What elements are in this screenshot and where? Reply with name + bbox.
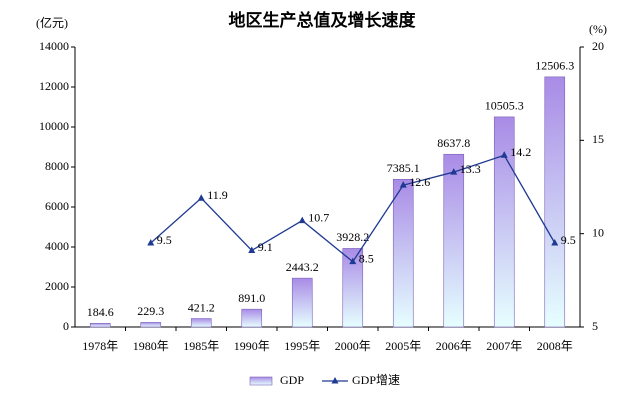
- bar: [291, 277, 313, 328]
- line-marker: [248, 246, 256, 253]
- chart-title: 地区生产总值及增长速度: [229, 10, 417, 30]
- x-tick-label: 1985年: [183, 339, 219, 353]
- line-marker: [399, 181, 407, 188]
- x-tick-label: 1995年: [284, 339, 320, 353]
- y-tick-label: 8000: [45, 159, 69, 173]
- bar-value-label: 184.6: [87, 305, 114, 319]
- line-value-label: 12.6: [409, 175, 430, 189]
- y-tick-label: 6000: [45, 199, 69, 213]
- legend-label: GDP增速: [352, 373, 400, 387]
- bar: [89, 323, 111, 328]
- x-tick-label: 2006年: [436, 339, 472, 353]
- bar: [392, 178, 414, 328]
- y2-tick-label: 15: [592, 132, 604, 146]
- bar-value-label: 2443.2: [286, 260, 319, 274]
- y-tick-label: 10000: [39, 119, 69, 133]
- y-tick-label: 4000: [45, 239, 69, 253]
- line-value-label: 13.3: [460, 162, 481, 176]
- legend-swatch: [249, 376, 273, 386]
- line-value-label: 9.5: [157, 233, 172, 247]
- y-tick-label: 14000: [39, 39, 69, 53]
- bar: [544, 76, 566, 328]
- bar-value-label: 229.3: [137, 304, 164, 318]
- line-marker: [349, 257, 357, 265]
- bar: [241, 308, 263, 328]
- bar-value-label: 12506.3: [535, 59, 574, 73]
- bar-value-label: 7385.1: [387, 161, 420, 175]
- legend-label: GDP: [280, 373, 304, 387]
- line-marker: [551, 239, 559, 246]
- x-tick-label: 2007年: [486, 339, 522, 353]
- line-marker: [197, 194, 205, 201]
- bar-value-label: 891.0: [238, 291, 265, 305]
- bar: [443, 153, 465, 328]
- bar-value-label: 3928.2: [336, 230, 369, 244]
- y-tick-label: 0: [63, 319, 69, 333]
- bar-value-label: 10505.3: [485, 99, 524, 113]
- line-marker: [450, 168, 458, 175]
- x-tick-label: 1980年: [133, 339, 169, 353]
- bar: [190, 318, 212, 328]
- y-tick-label: 12000: [39, 79, 69, 93]
- line-marker: [500, 151, 508, 158]
- line-value-label: 8.5: [359, 251, 374, 265]
- bar-value-label: 8637.8: [437, 136, 470, 150]
- x-tick-label: 1978年: [82, 339, 118, 353]
- line-marker: [298, 216, 306, 224]
- y2-axis-label: (%): [589, 22, 607, 36]
- line-marker: [147, 239, 155, 246]
- x-tick-label: 2008年: [537, 339, 573, 353]
- y2-tick-label: 5: [592, 319, 598, 333]
- x-tick-label: 2005年: [385, 339, 421, 353]
- line-value-label: 14.2: [510, 145, 531, 159]
- bar-value-label: 421.2: [188, 300, 215, 314]
- legend-marker: [331, 377, 339, 384]
- y-axis-label: (亿元): [36, 15, 68, 30]
- bar: [342, 248, 364, 328]
- x-tick-label: 2000年: [335, 339, 371, 353]
- y2-tick-label: 10: [592, 225, 604, 239]
- line-value-label: 11.9: [207, 188, 228, 202]
- y-tick-label: 2000: [45, 279, 69, 293]
- line-value-label: 9.5: [561, 233, 576, 247]
- y2-tick-label: 20: [592, 39, 604, 53]
- line-value-label: 9.1: [258, 240, 273, 254]
- bar: [140, 322, 162, 328]
- x-tick-label: 1990年: [234, 339, 270, 353]
- line-value-label: 10.7: [308, 210, 329, 224]
- bar: [493, 116, 515, 328]
